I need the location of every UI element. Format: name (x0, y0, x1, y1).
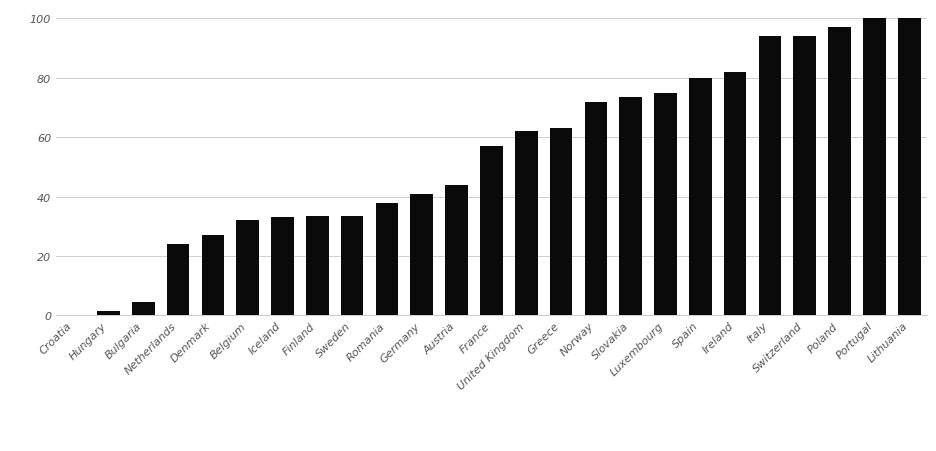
Bar (515, 132, 537, 316)
Bar (97, 311, 120, 316)
Bar (446, 185, 468, 316)
Bar (306, 216, 329, 316)
Bar (828, 28, 851, 316)
Bar (654, 93, 677, 316)
Bar (549, 129, 572, 316)
Bar (237, 221, 259, 316)
Bar (341, 216, 363, 316)
Bar (375, 203, 398, 316)
Bar (132, 302, 154, 316)
Bar (480, 147, 503, 316)
Bar (863, 19, 885, 316)
Bar (794, 37, 816, 316)
Bar (585, 102, 607, 316)
Bar (411, 194, 433, 316)
Bar (271, 218, 294, 316)
Bar (167, 244, 189, 316)
Bar (759, 37, 782, 316)
Bar (689, 79, 711, 316)
Bar (898, 19, 920, 316)
Bar (724, 73, 746, 316)
Bar (201, 236, 224, 316)
Bar (620, 98, 642, 316)
